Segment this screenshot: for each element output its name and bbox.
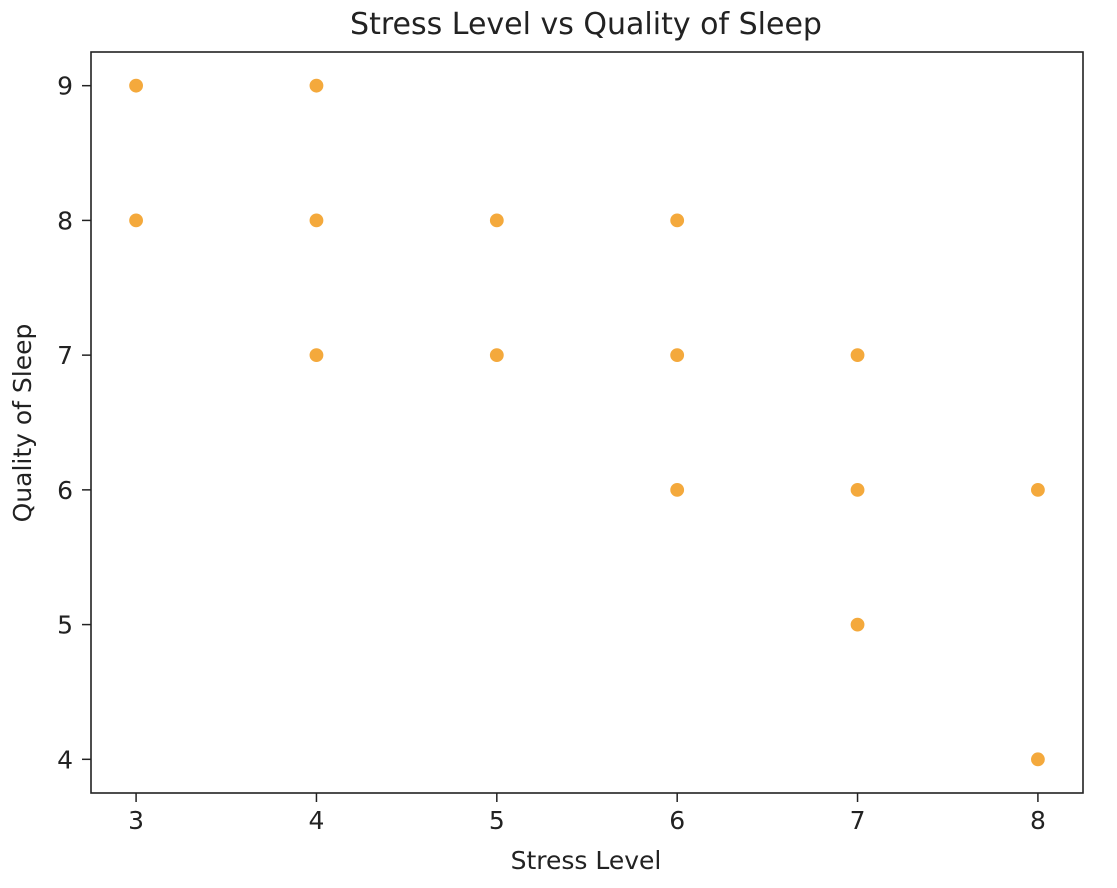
y-tick-label: 6 [57, 476, 73, 505]
scatter-point [488, 212, 505, 229]
chart-title: Stress Level vs Quality of Sleep [350, 7, 822, 42]
x-axis: 3 4 5 6 7 8 [128, 793, 1046, 835]
x-tick-label: 3 [128, 806, 144, 835]
scatter-point [1029, 751, 1047, 768]
scatter-point [308, 77, 325, 94]
y-axis: 4 5 6 7 8 9 [57, 72, 91, 774]
x-tick-label: 4 [309, 806, 325, 835]
scatter-point [308, 212, 325, 229]
scatter-point [1029, 481, 1047, 498]
x-tick-label: 8 [1030, 806, 1046, 835]
y-tick-label: 4 [57, 745, 73, 774]
scatter-point [849, 616, 866, 633]
y-axis-label: Quality of Sleep [8, 324, 37, 523]
y-tick-label: 8 [57, 206, 73, 235]
scatter-point [127, 212, 145, 229]
plot-area-frame [90, 51, 1084, 794]
y-tick-label: 5 [57, 611, 73, 640]
scatter-point [669, 212, 686, 229]
scatter-point [669, 481, 686, 498]
y-tick-label: 9 [57, 72, 73, 101]
x-tick-label: 5 [489, 806, 505, 835]
scatter-point [127, 77, 145, 94]
scatter-point [849, 347, 866, 364]
scatter-point [488, 347, 505, 364]
x-tick-label: 7 [850, 806, 866, 835]
y-tick-label: 7 [57, 341, 73, 370]
scatter-point [669, 347, 686, 364]
x-tick-label: 6 [669, 806, 685, 835]
scatter-point [308, 347, 325, 364]
x-axis-label: Stress Level [511, 846, 662, 875]
data-points [127, 77, 1047, 768]
scatter-point [849, 481, 866, 498]
